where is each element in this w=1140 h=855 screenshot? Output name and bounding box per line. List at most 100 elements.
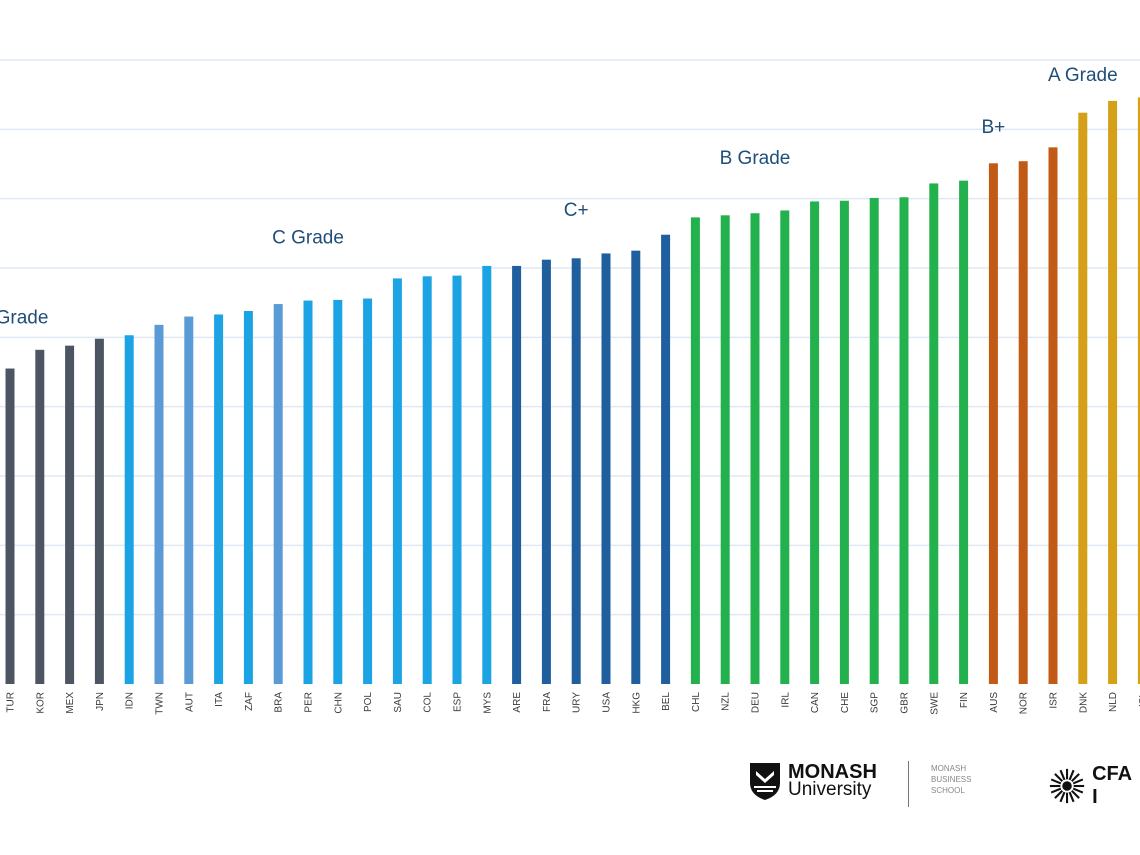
bar-can — [810, 201, 820, 684]
tick-label-sgp: SGP — [870, 692, 881, 713]
tick-label-sau: SAU — [393, 692, 404, 713]
annotation-b-grade: B Grade — [720, 148, 791, 169]
tick-label-esp: ESP — [453, 692, 464, 712]
bar-chl — [690, 217, 700, 685]
annotation-grade: Grade — [0, 307, 48, 328]
bar-twn — [154, 324, 164, 684]
tick-label-ury: URY — [572, 692, 583, 713]
tick-label-fin: FIN — [959, 692, 970, 708]
mbs-line-2: BUSINESS — [931, 775, 972, 784]
bar-aut — [184, 316, 194, 684]
tick-label-gbr: GBR — [900, 692, 911, 714]
bar-nzl — [720, 215, 730, 684]
bar-nld — [1108, 100, 1118, 684]
tick-label-irl: IRL — [780, 692, 791, 708]
logo-divider — [908, 761, 909, 807]
tick-label-chn: CHN — [333, 692, 344, 714]
bar-mys — [482, 265, 492, 684]
tick-label-deu: DEU — [751, 692, 762, 713]
bar-pol — [363, 298, 373, 684]
tick-label-ita: ITA — [214, 692, 225, 707]
tick-label-nzl: NZL — [721, 692, 732, 711]
tick-label-dnk: DNK — [1078, 692, 1089, 713]
logo-strip: MONASH University MONASH BUSINESS SCHOOL… — [748, 755, 1140, 815]
bar-idn — [124, 335, 134, 684]
bars — [5, 97, 1140, 685]
tick-label-swe: SWE — [929, 692, 940, 715]
bar-aus — [988, 163, 998, 685]
bar-esp — [452, 275, 462, 684]
tick-label-fra: FRA — [542, 692, 553, 712]
bar-dnk — [1078, 112, 1088, 684]
mbs-line-1: MONASH — [931, 764, 967, 773]
tick-label-pol: POL — [363, 692, 374, 712]
tick-label-chl: CHL — [691, 692, 702, 712]
annotation-b-: B+ — [982, 117, 1006, 138]
monash-name: MONASH — [788, 761, 877, 783]
bar-usa — [601, 253, 611, 684]
bar-tur — [5, 368, 15, 684]
annotation-c-: C+ — [564, 200, 589, 221]
tick-label-per: PER — [304, 692, 315, 713]
tick-label-bra: BRA — [274, 692, 285, 713]
gridlines — [0, 59, 1140, 616]
tick-label-aut: AUT — [184, 692, 195, 712]
cfa-globe-icon — [1049, 768, 1085, 804]
bar-isr — [1048, 147, 1058, 685]
bar-zaf — [243, 310, 253, 684]
monash-business-school-logo: MONASH BUSINESS SCHOOL — [931, 763, 971, 796]
tick-label-jpn: JPN — [95, 692, 106, 711]
tick-label-mex: MEX — [65, 692, 76, 714]
grade-annotations: Grade C Grade C+ B Grade B+ A Grade — [0, 65, 1118, 329]
annotation-a-grade: A Grade — [1048, 65, 1118, 86]
tick-label-hkg: HKG — [631, 692, 642, 714]
bar-fin — [959, 180, 969, 684]
annotation-c-grade: C Grade — [272, 228, 344, 249]
bar-ury — [571, 258, 581, 684]
tick-label-mys: MYS — [482, 692, 493, 714]
tick-label-isl: ISL — [1138, 692, 1140, 707]
bar-fra — [541, 259, 551, 684]
monash-crest-icon — [750, 763, 780, 800]
tick-label-nld: NLD — [1108, 692, 1119, 712]
bar-deu — [750, 213, 760, 684]
cfa-institute-logo: CFA I — [1048, 763, 1140, 809]
monash-university-text: University — [788, 779, 872, 800]
bar-ita — [214, 314, 224, 684]
cfa-text: CFA I — [1092, 763, 1132, 808]
tick-label-isr: ISR — [1049, 692, 1060, 709]
bar-jpn — [94, 338, 104, 684]
tick-label-kor: KOR — [35, 692, 46, 714]
bar-mex — [65, 345, 75, 684]
bar-hkg — [631, 250, 641, 684]
bar-col — [422, 276, 432, 684]
tick-label-nor: NOR — [1019, 692, 1030, 714]
mbs-line-3: SCHOOL — [931, 786, 965, 795]
bar-swe — [929, 183, 939, 684]
bar-per — [303, 300, 313, 684]
tick-label-idn: IDN — [125, 692, 136, 709]
bar-are — [512, 265, 522, 684]
bar-gbr — [899, 197, 909, 684]
bar-kor — [35, 349, 45, 684]
tick-label-zaf: ZAF — [244, 692, 255, 711]
tick-label-usa: USA — [602, 692, 613, 713]
bar-sgp — [869, 197, 879, 684]
tick-label-che: CHE — [840, 692, 851, 713]
bar-bel — [661, 234, 671, 684]
tick-label-tur: TUR — [6, 692, 17, 713]
bar-chart: TUR KOR MEX JPN IDN TWN AUT ITA ZAF BRA PER CHN POL S… — [0, 59, 1140, 715]
bar-sau — [392, 278, 402, 684]
bar-irl — [780, 210, 790, 684]
bar-isl — [1137, 97, 1140, 684]
tick-label-can: CAN — [810, 692, 821, 713]
bar-chn — [333, 299, 343, 684]
x-tick-labels: TUR KOR MEX JPN IDN TWN AUT ITA ZAF BRA PER CHN POL S… — [6, 692, 1140, 715]
bar-bra — [273, 304, 283, 684]
bar-nor — [1018, 161, 1028, 684]
tick-label-aus: AUS — [989, 692, 1000, 713]
tick-label-bel: BEL — [661, 692, 672, 711]
tick-label-are: ARE — [512, 692, 523, 713]
monash-university-logo: MONASH University — [748, 761, 877, 801]
bar-che — [839, 200, 849, 684]
